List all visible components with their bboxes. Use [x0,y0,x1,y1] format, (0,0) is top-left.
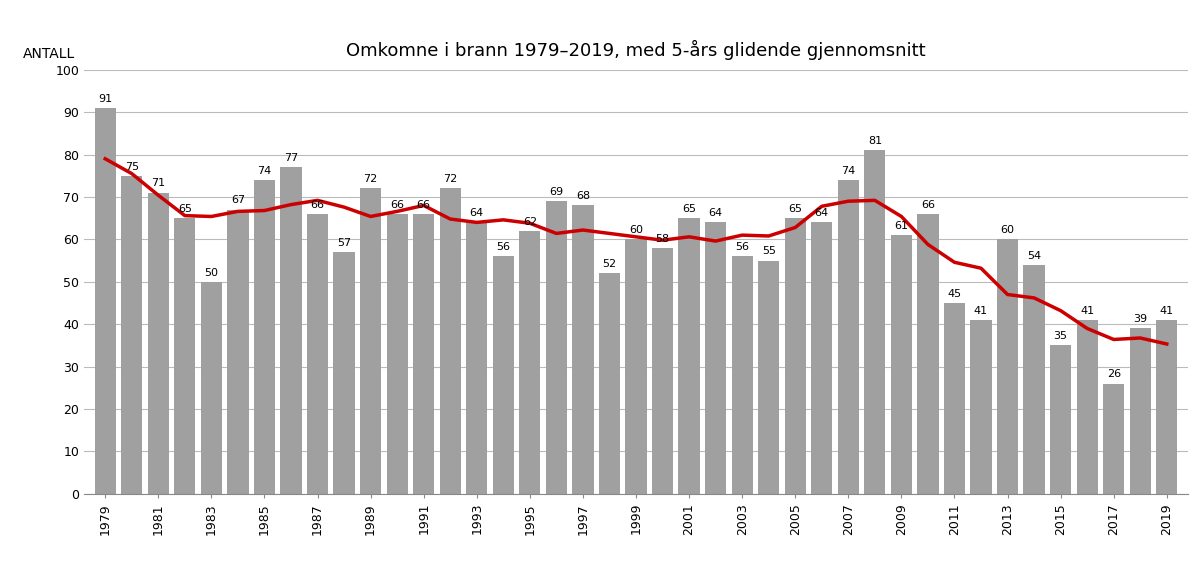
Bar [864,150,886,494]
Text: 52: 52 [602,259,617,269]
Bar [148,193,169,494]
Bar [1156,320,1177,494]
Bar [706,223,726,494]
Text: 64: 64 [469,208,484,218]
Text: 60: 60 [1001,225,1014,235]
Text: 45: 45 [947,289,961,299]
Text: 69: 69 [550,187,564,197]
Bar [334,252,355,494]
Bar [413,214,434,494]
Text: 61: 61 [894,221,908,231]
Bar [174,218,196,494]
Text: 77: 77 [284,153,298,163]
Text: 75: 75 [125,162,139,171]
Text: 66: 66 [920,200,935,210]
Bar [732,256,752,494]
Bar [1129,328,1151,494]
Text: 41: 41 [974,306,988,315]
Text: 81: 81 [868,136,882,146]
Bar [890,235,912,494]
Text: 66: 66 [390,200,404,210]
Text: 62: 62 [523,217,536,227]
Bar [944,303,965,494]
Text: 65: 65 [682,204,696,214]
Bar [227,210,248,494]
Text: 65: 65 [788,204,803,214]
Bar [1103,383,1124,494]
Bar [1050,345,1072,494]
Bar [678,218,700,494]
Bar [466,223,487,494]
Text: 72: 72 [364,174,378,184]
Text: 57: 57 [337,238,352,248]
Text: 64: 64 [815,208,829,218]
Bar [811,223,833,494]
Bar [307,214,328,494]
Bar [838,180,859,494]
Bar [971,320,991,494]
Bar [572,206,594,494]
Bar [360,188,382,494]
Text: 41: 41 [1159,306,1174,315]
Bar [493,256,514,494]
Text: 26: 26 [1106,370,1121,379]
Bar [625,239,647,494]
Bar [95,108,116,494]
Text: 66: 66 [416,200,431,210]
Text: 71: 71 [151,178,166,188]
Title: Omkomne i brann 1979–2019, med 5-års glidende gjennomsnitt: Omkomne i brann 1979–2019, med 5-års gli… [346,40,926,60]
Bar [599,273,620,494]
Text: ANTALL: ANTALL [23,47,76,61]
Text: 66: 66 [311,200,324,210]
Text: 72: 72 [443,174,457,184]
Bar [1024,265,1045,494]
Bar [917,214,938,494]
Bar [121,175,143,494]
Text: 68: 68 [576,191,590,201]
Text: 41: 41 [1080,306,1094,315]
Text: 35: 35 [1054,331,1068,341]
Text: 39: 39 [1133,314,1147,324]
Text: 55: 55 [762,246,775,256]
Bar [758,260,779,494]
Text: 50: 50 [204,267,218,278]
Text: 67: 67 [230,195,245,206]
Text: 56: 56 [497,242,510,252]
Text: 74: 74 [841,166,856,175]
Bar [254,180,275,494]
Bar [386,214,408,494]
Text: 74: 74 [257,166,271,175]
Text: 54: 54 [1027,250,1042,260]
Text: 64: 64 [708,208,722,218]
Bar [1076,320,1098,494]
Text: 60: 60 [629,225,643,235]
Text: 65: 65 [178,204,192,214]
Bar [281,167,301,494]
Bar [439,188,461,494]
Text: 56: 56 [736,242,749,252]
Bar [546,201,566,494]
Text: 58: 58 [655,234,670,243]
Bar [652,248,673,494]
Bar [997,239,1018,494]
Text: 91: 91 [98,94,113,103]
Bar [785,218,806,494]
Bar [520,231,540,494]
Bar [200,282,222,494]
